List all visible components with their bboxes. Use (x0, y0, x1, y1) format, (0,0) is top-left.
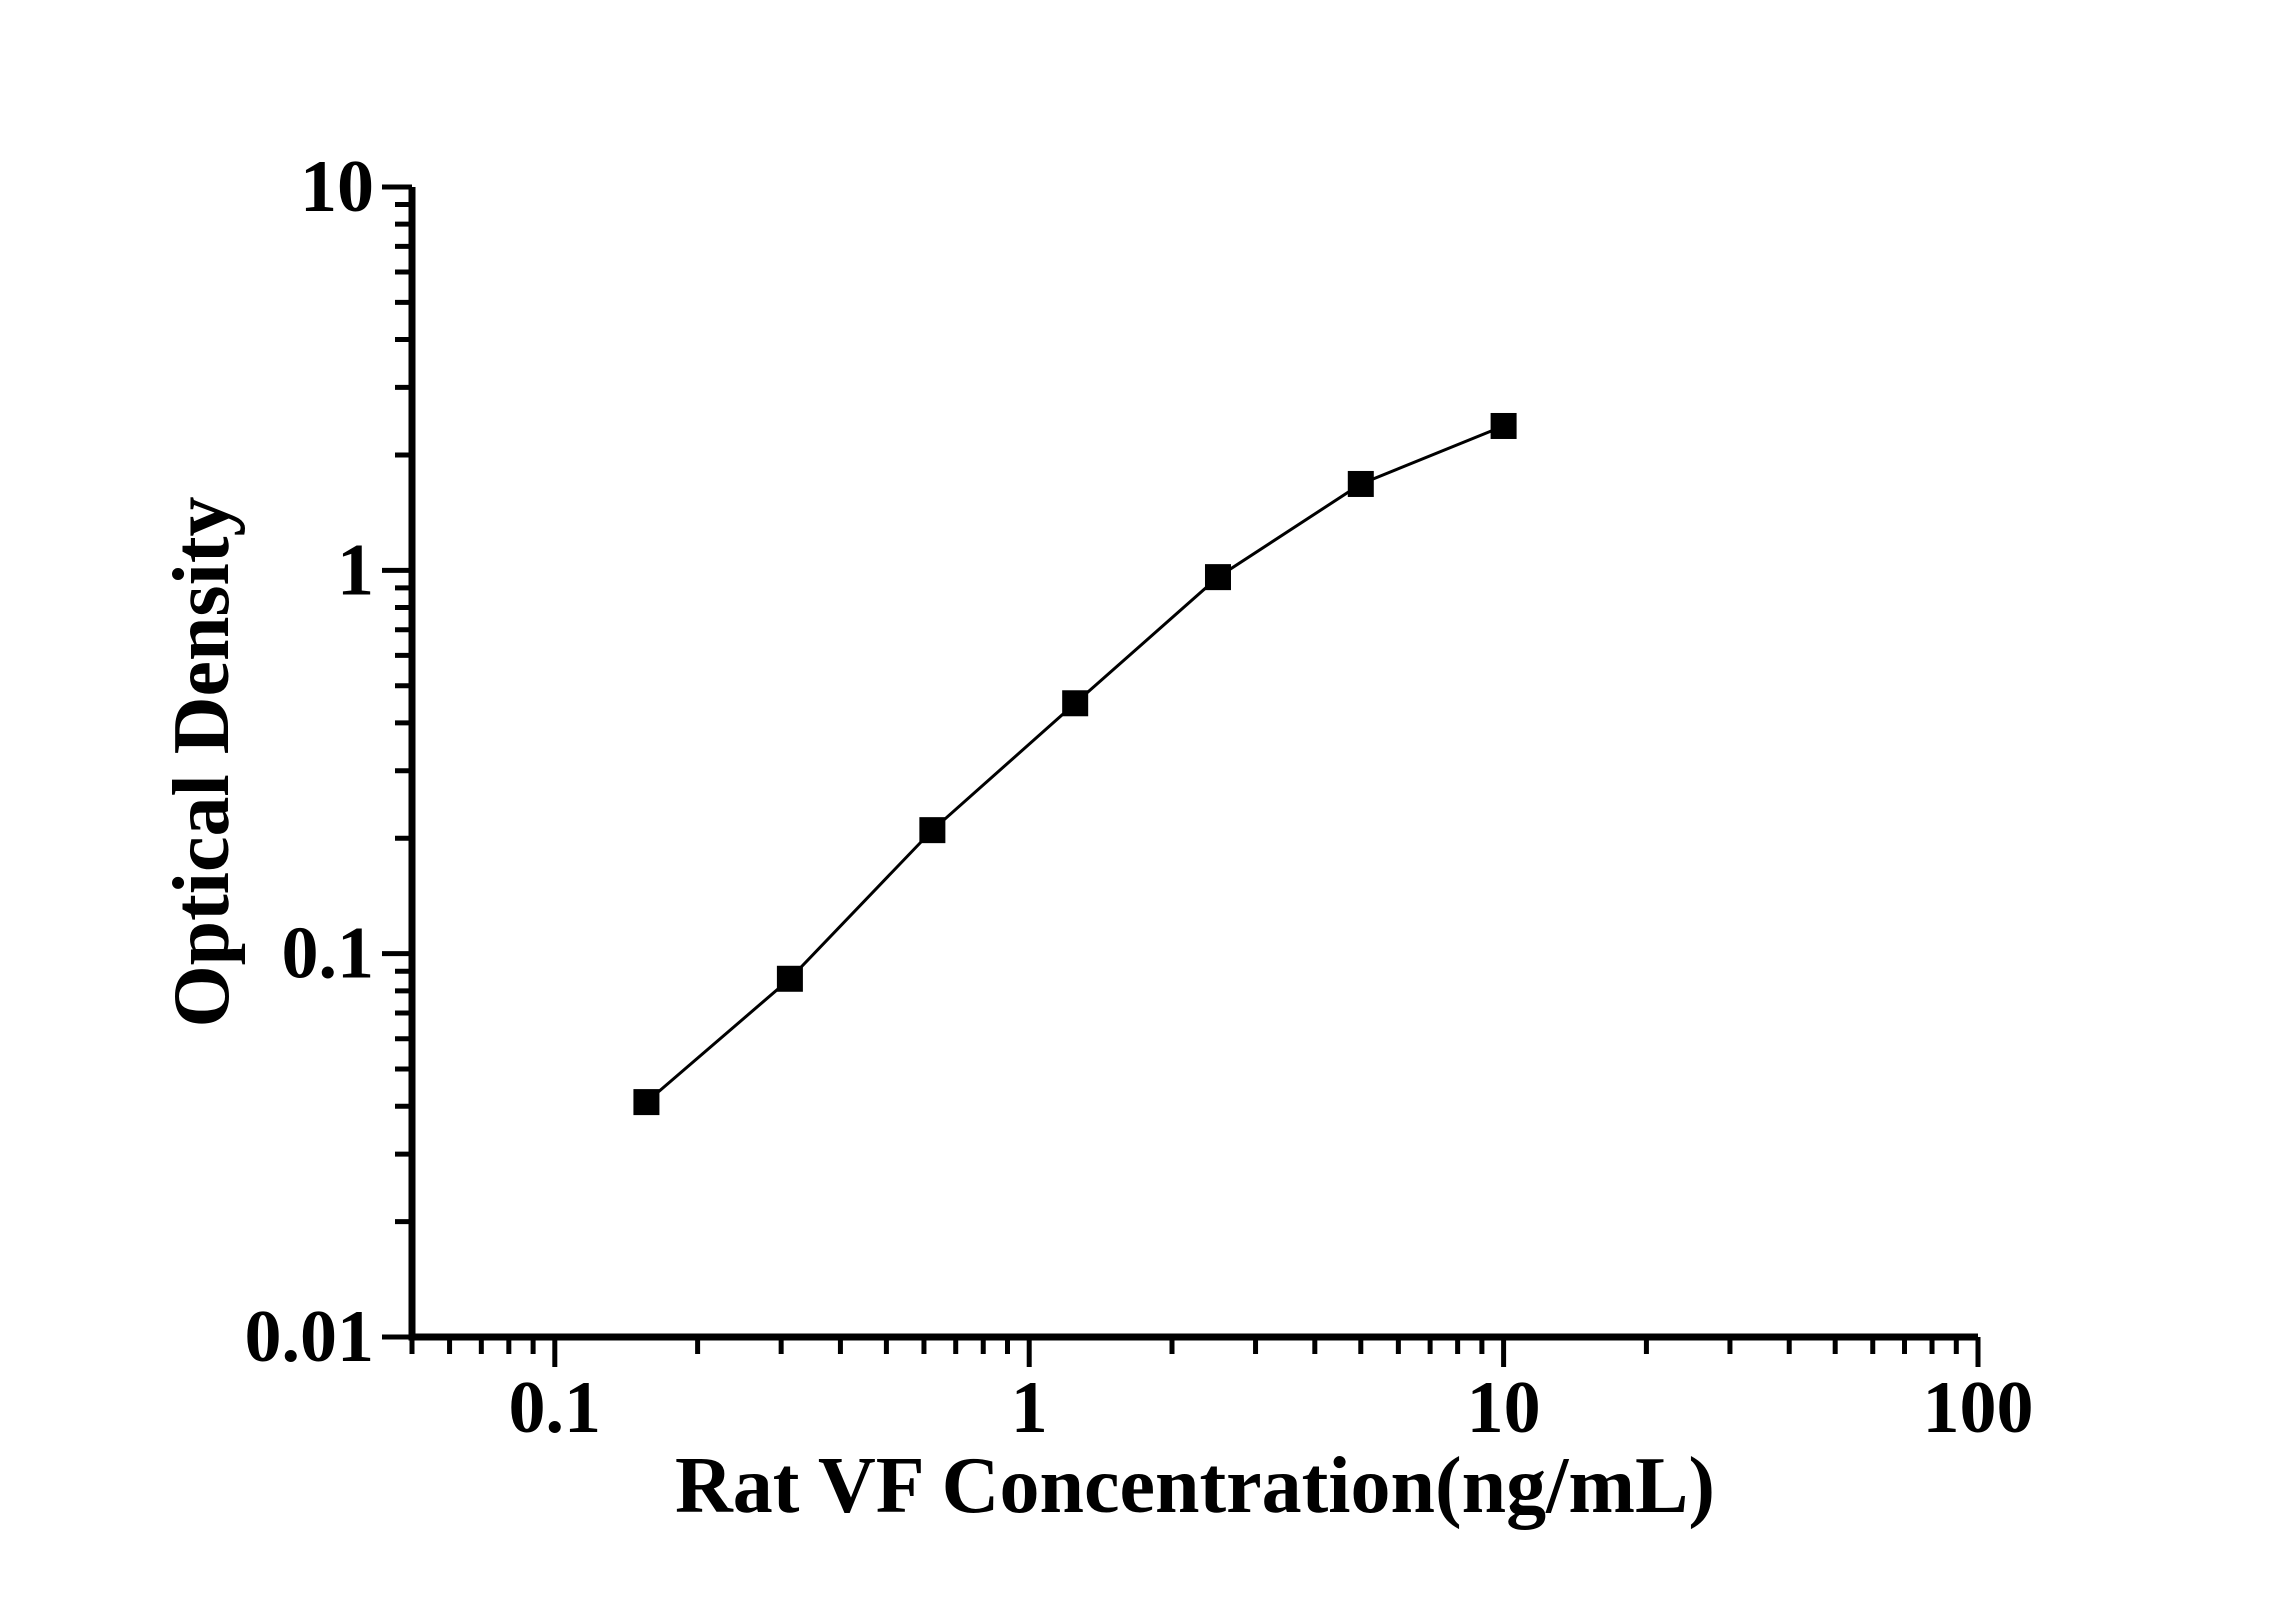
axes (408, 187, 1978, 1341)
x-tick-label: 100 (1923, 1367, 2034, 1449)
data-point-marker (633, 1089, 660, 1116)
x-tick-label: 1 (1011, 1367, 1048, 1449)
data-series (633, 412, 1517, 1116)
x-tick-label: 0.1 (509, 1367, 602, 1449)
data-point-marker (776, 965, 803, 992)
data-point-marker (1204, 564, 1231, 591)
y-tick-label: 10 (300, 146, 374, 228)
x-tick-label: 10 (1467, 1367, 1541, 1449)
y-tick-label: 0.1 (282, 913, 375, 995)
data-point-marker (1062, 690, 1089, 717)
axis-spines (408, 187, 1978, 1341)
data-point-marker (1347, 470, 1374, 497)
y-tick-label: 0.01 (245, 1296, 375, 1378)
y-axis-ticks (382, 184, 412, 1340)
y-axis-title: Optical Density (158, 496, 246, 1027)
x-axis-title: Rat VF Concentration(ng/mL) (675, 1442, 1715, 1530)
data-point-marker (919, 817, 946, 844)
x-axis-ticks (409, 1337, 1981, 1367)
y-tick-label: 1 (337, 529, 374, 611)
x-axis-tick-labels: 0.1 1 10 100 (509, 1367, 2034, 1449)
y-axis-tick-labels: 0.01 0.1 1 10 (245, 146, 375, 1378)
series-line (645, 424, 1505, 1104)
data-point-marker (1490, 412, 1517, 439)
